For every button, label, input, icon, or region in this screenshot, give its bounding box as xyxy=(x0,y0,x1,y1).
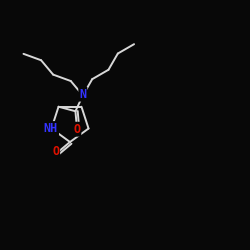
Text: NH: NH xyxy=(44,122,58,135)
Text: O: O xyxy=(52,146,59,158)
Text: O: O xyxy=(73,123,80,136)
Text: N: N xyxy=(79,88,86,101)
